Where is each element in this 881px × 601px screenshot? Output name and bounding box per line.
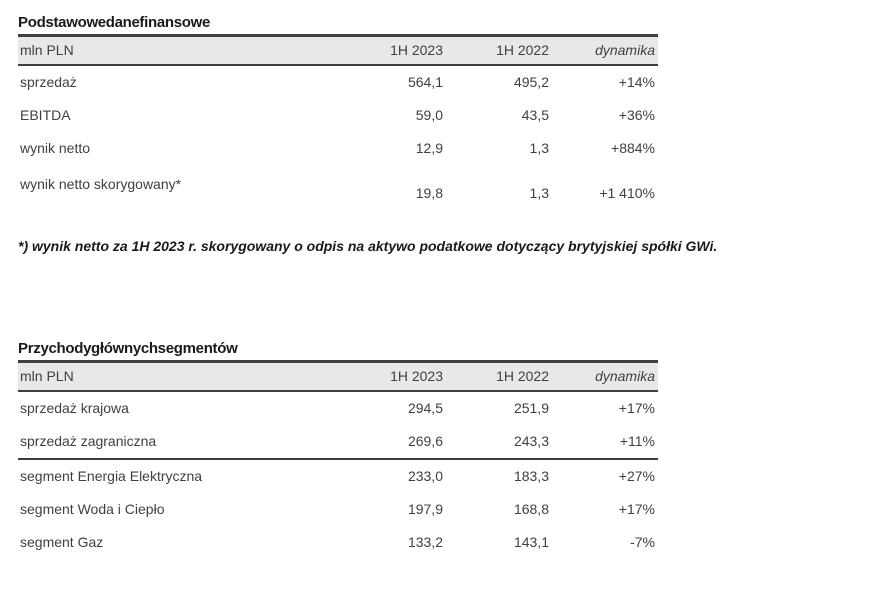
value-1h2023: 12,9 — [415, 140, 443, 156]
spacer — [18, 254, 881, 340]
col-header-1h2023: 1H 2023 — [340, 34, 446, 66]
col-header-dynamika: dynamika — [552, 360, 658, 392]
value-1h2022: 168,8 — [513, 501, 549, 517]
value-1h2023: 233,0 — [407, 468, 443, 484]
value-dynamika: +884% — [611, 140, 655, 156]
value-1h2023: 294,5 — [407, 400, 443, 416]
value-dynamika: +27% — [618, 468, 655, 484]
value-dynamika: +36% — [618, 107, 655, 123]
table-row: sprzedaż krajowa 294,5 251,9 +17% — [18, 391, 658, 425]
row-label: sprzedaż — [20, 74, 77, 90]
col-header-1h2022: 1H 2022 — [446, 34, 552, 66]
table-financial-header: mln PLN 1H 2023 1H 2022 dynamika — [18, 34, 658, 66]
value-1h2022: 183,3 — [513, 468, 549, 484]
row-label: segment Woda i Ciepło — [20, 501, 165, 517]
col-header-unit: mln PLN — [18, 34, 340, 66]
table-row: segment Woda i Ciepło 197,9 168,8 +17% — [18, 493, 658, 526]
value-1h2023: 269,6 — [340, 425, 446, 460]
row-label: EBITDA — [20, 107, 71, 123]
header-row: mln PLN 1H 2023 1H 2022 dynamika — [18, 360, 658, 392]
col-header-unit: mln PLN — [18, 360, 340, 392]
footnote: *) wynik netto za 1H 2023 r. skorygowany… — [18, 238, 718, 254]
table-segments-header: mln PLN 1H 2023 1H 2022 dynamika — [18, 360, 658, 392]
document-page: Podstawowe dane finansowe mln PLN 1H 202… — [18, 14, 881, 559]
value-1h2022: 1,3 — [529, 185, 549, 201]
value-dynamika: +14% — [618, 74, 655, 90]
table-title-segments: Przychody głównych segmentów — [18, 340, 238, 357]
table-row: EBITDA 59,0 43,5 +36% — [18, 99, 658, 132]
table-segments: mln PLN 1H 2023 1H 2022 dynamika sprzeda… — [18, 360, 658, 559]
col-header-dynamika: dynamika — [552, 34, 658, 66]
value-dynamika: +17% — [618, 501, 655, 517]
value-1h2023: 133,2 — [407, 534, 443, 550]
table-row: wynik netto skorygowany* 19,8 1,3 +1 410… — [18, 165, 658, 210]
value-1h2023: 19,8 — [415, 185, 443, 201]
value-1h2022: 1,3 — [529, 140, 549, 156]
value-1h2023: 564,1 — [407, 74, 443, 90]
value-1h2022: 143,1 — [513, 534, 549, 550]
value-1h2022: 495,2 — [513, 74, 549, 90]
value-1h2022: 43,5 — [521, 107, 549, 123]
row-label: sprzedaż krajowa — [20, 400, 129, 416]
row-label: wynik netto — [20, 140, 91, 156]
value-1h2022: 243,3 — [446, 425, 552, 460]
table-row: segment Energia Elektryczna 233,0 183,3 … — [18, 459, 658, 493]
value-1h2022: 251,9 — [513, 400, 549, 416]
value-dynamika: -7% — [630, 534, 655, 550]
value-dynamika: +1 410% — [599, 185, 655, 201]
row-label: sprzedaż zagraniczna — [18, 425, 340, 460]
col-header-1h2022: 1H 2022 — [446, 360, 552, 392]
value-1h2023: 197,9 — [407, 501, 443, 517]
row-label: wynik netto skorygowany* — [20, 176, 182, 192]
table-financial: mln PLN 1H 2023 1H 2022 dynamika sprzeda… — [18, 34, 658, 210]
table-row: sprzedaż 564,1 495,2 +14% — [18, 65, 658, 99]
row-label: segment Energia Elektryczna — [20, 468, 203, 484]
table-row: wynik netto 12,9 1,3 +884% — [18, 132, 658, 165]
table-row: segment Gaz 133,2 143,1 -7% — [18, 526, 658, 559]
table-title-financial: Podstawowe dane finansowe — [18, 14, 211, 31]
value-1h2023: 59,0 — [415, 107, 443, 123]
table-row: sprzedaż zagraniczna 269,6 243,3 +11% — [18, 425, 658, 460]
row-label: segment Gaz — [20, 534, 104, 550]
value-dynamika: +11% — [552, 425, 658, 460]
header-row: mln PLN 1H 2023 1H 2022 dynamika — [18, 34, 658, 66]
col-header-1h2023: 1H 2023 — [340, 360, 446, 392]
value-dynamika: +17% — [618, 400, 655, 416]
